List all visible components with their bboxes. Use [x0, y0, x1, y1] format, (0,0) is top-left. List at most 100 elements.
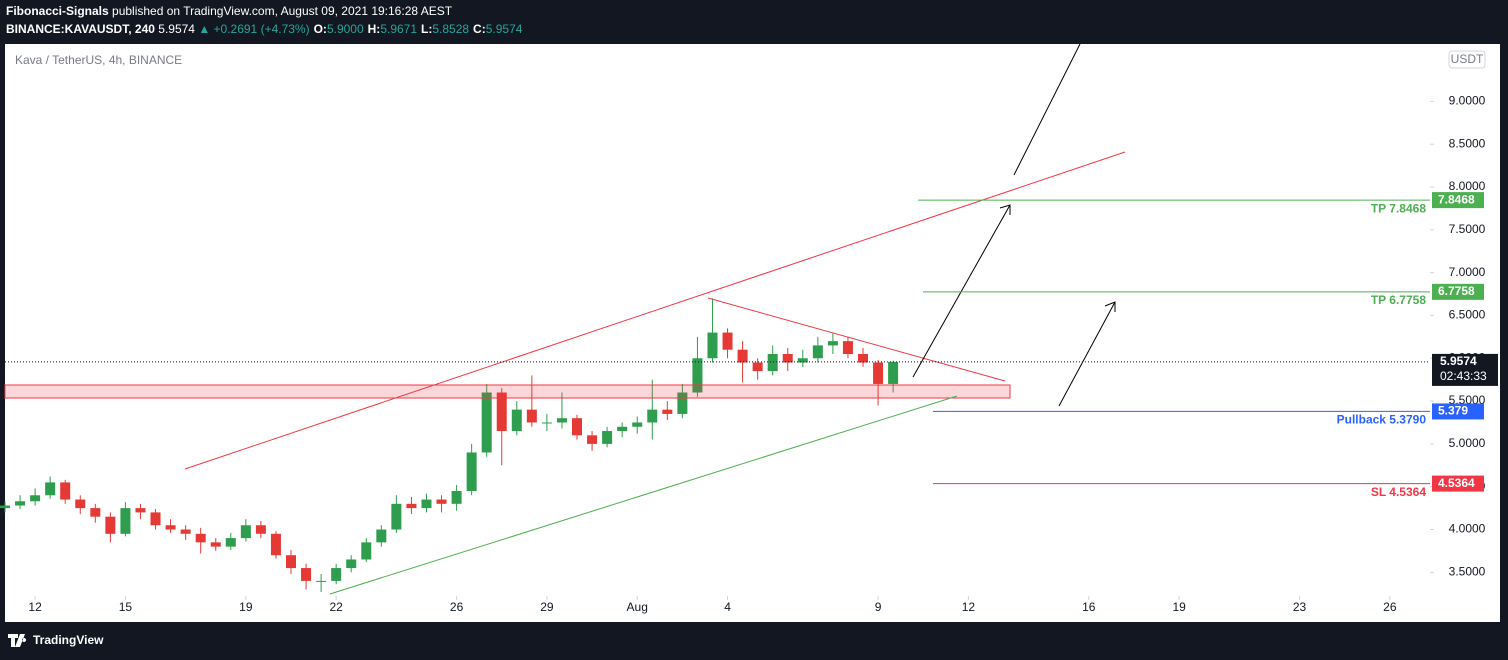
- candle-body: [165, 525, 176, 530]
- ohlc-value: 5.8528: [432, 22, 469, 36]
- candle-body: [361, 542, 372, 560]
- candle-body: [692, 358, 703, 393]
- countdown: 02:43:33: [1440, 369, 1487, 383]
- ohlc-label: O:: [314, 22, 327, 36]
- candle-body: [316, 580, 327, 582]
- level-badge: [1432, 192, 1484, 209]
- last-price: 5.9574: [1440, 354, 1477, 368]
- level-badge: [1432, 403, 1484, 420]
- arrow: [1058, 301, 1116, 407]
- ohlc-label: C:: [473, 22, 486, 36]
- x-tick-label: 16: [1082, 600, 1096, 614]
- y-tick-label: 8.0000: [1449, 179, 1486, 193]
- support-zone: [4, 384, 1011, 399]
- x-tick-label: 22: [329, 600, 343, 614]
- candle-body: [707, 332, 718, 359]
- descending-line: [707, 297, 1006, 382]
- candle-body: [526, 409, 537, 423]
- candle-body: [662, 409, 673, 414]
- candle-body: [647, 409, 658, 423]
- candle-body: [617, 426, 628, 432]
- candle-body: [331, 568, 342, 581]
- arrow: [1013, 43, 1081, 176]
- candle-body: [737, 349, 748, 363]
- candle-body: [556, 418, 567, 423]
- x-tick-label: Aug: [627, 600, 648, 614]
- y-tick-label: 9.0000: [1449, 94, 1486, 108]
- candle-body: [225, 538, 236, 547]
- ohlc: O:5.9000 H:5.9671 L:5.8528 C:5.9574: [314, 22, 523, 36]
- level-value: 7.8468: [1438, 192, 1475, 206]
- published: published on TradingView.com, August 09,…: [112, 4, 453, 18]
- ohlc-value: 5.9671: [380, 22, 417, 36]
- candle-body: [120, 508, 131, 534]
- level-value: 5.379: [1438, 404, 1468, 418]
- candle-body: [587, 435, 598, 444]
- x-tick-label: 12: [962, 600, 976, 614]
- candle-body: [286, 555, 297, 569]
- ohlc-label: L:: [421, 22, 432, 36]
- candle-body: [511, 409, 522, 432]
- candle-body: [466, 452, 477, 491]
- chart-panel: [5, 44, 1500, 622]
- level-value: 6.7758: [1438, 284, 1475, 298]
- drawings: [4, 43, 1126, 595]
- x-tick-label: 26: [450, 600, 464, 614]
- candle-body: [451, 490, 462, 504]
- y-tick-label: 5.0000: [1449, 436, 1486, 450]
- candle-body: [572, 418, 583, 436]
- author-name: Fibonacci-Signals: [6, 4, 109, 18]
- y-tick-label: 7.0000: [1449, 265, 1486, 279]
- candle-body: [15, 501, 26, 506]
- candle-body: [541, 422, 552, 424]
- x-tick-label: 4: [724, 600, 731, 614]
- candle-body: [632, 422, 643, 427]
- ohlc-value: 5.9000: [327, 22, 364, 36]
- candle-body: [421, 499, 432, 509]
- arrow: [912, 204, 1011, 378]
- x-tick-label: 15: [119, 600, 133, 614]
- candle-body: [240, 525, 251, 539]
- candle-body: [752, 362, 763, 372]
- candle-body: [481, 392, 492, 453]
- x-tick-label: 23: [1293, 600, 1307, 614]
- candle-body: [90, 508, 101, 517]
- ohlc-label: H:: [368, 22, 381, 36]
- symbol-line: BINANCE:KAVAUSDT, 240 5.9574 ▲ +0.2691 (…: [6, 22, 523, 36]
- candle-body: [722, 332, 733, 350]
- candle-body: [376, 529, 387, 543]
- level-value: 4.5364: [1438, 476, 1475, 490]
- y-tick-label: 3.5000: [1449, 565, 1486, 579]
- candle-body: [135, 508, 146, 513]
- candle-body: [677, 392, 688, 414]
- candle-body: [858, 353, 869, 363]
- plot: 3.50004.00004.50005.00005.50006.00006.50…: [0, 94, 1486, 614]
- level-label: TP 7.8468: [1371, 201, 1426, 215]
- candle-body: [496, 392, 507, 432]
- level-badge: [1432, 475, 1484, 492]
- candle-body: [812, 345, 823, 359]
- candle-body: [782, 353, 793, 363]
- x-tick-label: 19: [239, 600, 253, 614]
- currency: USDT: [1451, 52, 1484, 66]
- candle-body: [45, 482, 56, 496]
- channel-bottom: [329, 395, 958, 595]
- candle-body: [436, 499, 447, 504]
- x-tick-label: 29: [540, 600, 554, 614]
- symbol: BINANCE:KAVAUSDT, 240: [6, 22, 155, 36]
- candle-body: [391, 503, 402, 530]
- candle-body: [827, 341, 838, 346]
- candle-body: [842, 341, 853, 354]
- arrow-head: [1104, 301, 1116, 312]
- price: 5.9574: [158, 22, 195, 36]
- logo: [8, 634, 27, 647]
- y-tick-label: 6.5000: [1449, 308, 1486, 322]
- x-tick-label: 12: [28, 600, 42, 614]
- change: ▲ +0.2691 (+4.73%): [198, 22, 309, 36]
- candle-body: [406, 503, 417, 509]
- ohlc-value: 5.9574: [486, 22, 523, 36]
- y-tick-label: 4.0000: [1449, 522, 1486, 536]
